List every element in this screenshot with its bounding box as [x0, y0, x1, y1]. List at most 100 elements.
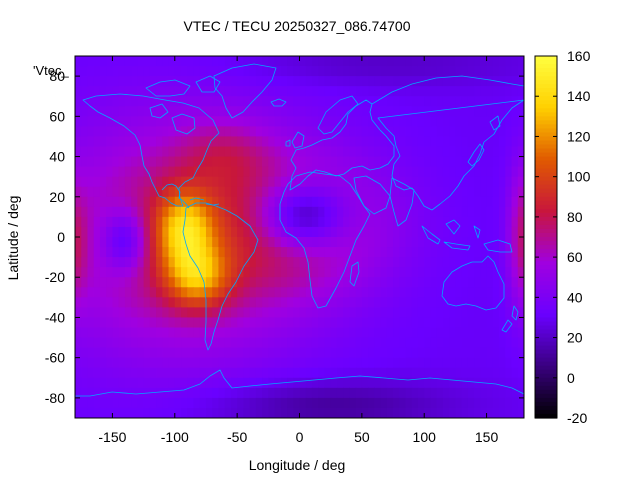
heatmap-cell	[374, 106, 382, 117]
heatmap-cell	[287, 277, 294, 288]
heatmap-cell	[124, 226, 132, 238]
coast-antarctica	[75, 369, 524, 418]
heatmap-cell	[149, 176, 157, 188]
heatmap-cell	[156, 126, 163, 138]
heatmap-cell	[212, 317, 220, 329]
heatmap-cell	[480, 287, 488, 298]
heatmap-cell	[280, 176, 288, 188]
heatmap-cell	[93, 357, 101, 369]
heatmap-cell	[461, 317, 469, 329]
heatmap-cell	[318, 76, 326, 87]
heatmap-cell	[299, 297, 307, 308]
heatmap-cell	[461, 226, 469, 238]
heatmap-cell	[436, 377, 444, 389]
heatmap-cell	[417, 86, 425, 97]
heatmap-cell	[112, 377, 120, 389]
heatmap-cell	[293, 237, 301, 248]
heatmap-cell	[193, 347, 201, 359]
heatmap-cell	[461, 347, 469, 359]
heatmap-cell	[249, 96, 257, 107]
heatmap-cell	[237, 226, 244, 238]
heatmap-cell	[474, 257, 481, 268]
heatmap-cell	[99, 337, 107, 349]
heatmap-cell	[349, 317, 357, 329]
heatmap-cell	[149, 146, 157, 158]
heatmap-cell	[149, 297, 157, 308]
heatmap-cell	[393, 116, 400, 127]
heatmap-cell	[393, 317, 400, 329]
heatmap-cell	[386, 66, 394, 77]
heatmap-cell	[449, 196, 457, 208]
heatmap-cell	[137, 327, 145, 339]
heatmap-cell	[324, 86, 332, 97]
heatmap-cell	[417, 247, 425, 258]
heatmap-cell	[280, 397, 288, 409]
heatmap-cell	[355, 176, 363, 188]
heatmap-cell	[467, 277, 475, 288]
heatmap-cell	[455, 247, 463, 258]
heatmap-cell	[386, 277, 394, 288]
heatmap-cell	[436, 267, 444, 278]
heatmap-cell	[330, 317, 338, 329]
heatmap-cell	[87, 347, 95, 359]
heatmap-cell	[405, 407, 413, 418]
heatmap-cell	[280, 106, 288, 117]
heatmap-cell	[218, 307, 226, 319]
heatmap-cell	[224, 136, 232, 148]
heatmap-cell	[124, 337, 132, 349]
heatmap-cell	[386, 257, 394, 268]
heatmap-cell	[430, 337, 438, 349]
heatmap-cell	[324, 176, 332, 188]
heatmap-cell	[249, 166, 257, 178]
heatmap-cell	[405, 106, 413, 117]
heatmap-cell	[156, 196, 163, 208]
heatmap-cell	[255, 56, 263, 67]
heatmap-cell	[324, 66, 332, 77]
heatmap-cell	[174, 96, 182, 107]
heatmap-cell	[449, 257, 457, 268]
heatmap-cell	[393, 357, 400, 369]
heatmap-cell	[268, 86, 276, 97]
heatmap-cell	[393, 216, 400, 228]
heatmap-cell	[268, 407, 276, 418]
heatmap-cell	[343, 297, 350, 308]
heatmap-cell	[174, 357, 182, 369]
heatmap-cell	[280, 277, 288, 288]
colorbar-segment	[535, 289, 557, 294]
heatmap-cell	[374, 76, 382, 87]
heatmap-cell	[449, 216, 457, 228]
heatmap-cell	[106, 337, 114, 349]
heatmap-cell	[230, 86, 238, 97]
heatmap-cell	[467, 357, 475, 369]
heatmap-cell	[230, 186, 238, 198]
heatmap-cell	[517, 367, 524, 379]
heatmap-cell	[262, 66, 269, 77]
heatmap-cell	[474, 387, 481, 399]
heatmap-cell	[318, 226, 326, 238]
heatmap-cell	[181, 226, 188, 238]
heatmap-cell	[237, 337, 244, 349]
heatmap-cell	[199, 76, 207, 87]
heatmap-cell	[168, 337, 176, 349]
heatmap-cell	[262, 277, 269, 288]
heatmap-cell	[461, 237, 469, 248]
heatmap-cell	[505, 257, 513, 268]
heatmap-cell	[405, 337, 413, 349]
heatmap-cell	[218, 347, 226, 359]
colorbar-segment	[535, 389, 557, 395]
heatmap-cell	[118, 216, 126, 228]
heatmap-cell	[405, 267, 413, 278]
heatmap-cell	[274, 56, 282, 67]
heatmap-cell	[355, 106, 363, 117]
heatmap-cell	[511, 106, 519, 117]
heatmap-cell	[361, 367, 369, 379]
heatmap-cell	[112, 126, 120, 138]
heatmap-cell	[168, 56, 176, 67]
heatmap-cell	[287, 327, 294, 339]
heatmap-cell	[143, 56, 151, 67]
heatmap-cell	[492, 297, 500, 308]
heatmap-cell	[224, 186, 232, 198]
heatmap-cell	[218, 196, 226, 208]
heatmap-cell	[318, 327, 326, 339]
heatmap-cell	[511, 86, 519, 97]
